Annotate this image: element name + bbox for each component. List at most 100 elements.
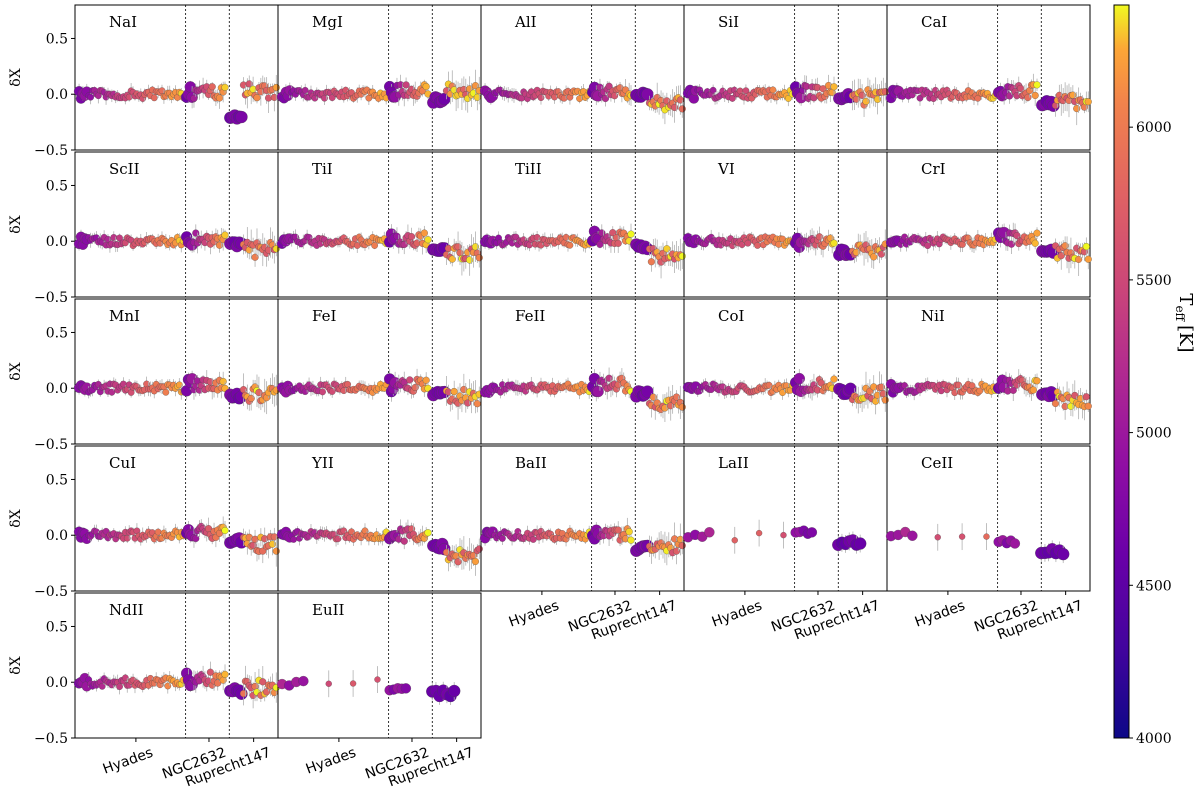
y-tick-label: −0.5 (34, 731, 68, 747)
data-point (374, 676, 381, 683)
data-point (422, 376, 430, 384)
cluster-label: Hyades (304, 745, 359, 778)
y-tick-label: −0.5 (34, 290, 68, 306)
panel-frame (683, 4, 888, 151)
panel-nii: NiI (885, 298, 1092, 445)
data-point (1033, 229, 1041, 237)
data-point (1007, 240, 1015, 248)
data-point (473, 400, 481, 408)
data-point (671, 103, 679, 112)
data-point (150, 94, 158, 102)
panel-title: TiII (515, 160, 542, 178)
data-point (208, 83, 216, 91)
data-point (270, 533, 278, 541)
panel-title: CoI (718, 307, 745, 325)
data-point (605, 374, 613, 382)
data-point (924, 242, 932, 249)
data-point (422, 83, 430, 91)
data-point (192, 229, 200, 237)
panel-frame (886, 4, 1091, 151)
data-point (815, 233, 823, 241)
data-point (116, 234, 123, 242)
data-point (614, 239, 622, 247)
data-point (678, 252, 686, 260)
y-tick-label: 0.5 (46, 619, 68, 635)
data-point (744, 239, 752, 247)
data-point (854, 537, 867, 550)
data-point (325, 680, 332, 687)
panel-scii: ScII −0.5 0.0 0.5 δX (8, 151, 280, 306)
panel-title: MgI (312, 13, 343, 31)
data-point (466, 256, 474, 264)
panel-frame (277, 445, 482, 592)
cluster-label: Hyades (710, 598, 765, 631)
data-point (663, 245, 671, 253)
y-tick-label: −0.5 (34, 437, 68, 453)
data-point (98, 682, 106, 690)
data-point (729, 95, 736, 102)
data-point (1067, 402, 1075, 410)
data-point (257, 88, 265, 96)
y-axis-label: δX (8, 362, 24, 380)
y-tick-label: 0.5 (46, 472, 68, 488)
panel-title: SiI (718, 13, 739, 31)
data-point (852, 248, 860, 256)
data-point (239, 81, 248, 89)
data-point (1082, 243, 1090, 251)
colorbar-label: Teff[K] (1173, 293, 1196, 352)
colorbar: Teff[K] 4000 4500 5000 5500 6000 (1113, 4, 1196, 747)
data-point (221, 526, 229, 535)
data-point (270, 93, 278, 101)
panel-title: BaII (515, 454, 547, 472)
data-point (877, 250, 885, 258)
panel-frame (886, 445, 1091, 592)
data-point (253, 94, 261, 102)
y-tick-label: 0.0 (46, 528, 68, 544)
data-point (1084, 98, 1092, 106)
data-point (879, 390, 887, 398)
data-point (983, 533, 990, 540)
panel-title: CeII (921, 454, 953, 472)
data-point (456, 249, 464, 257)
y-axis-label: δX (8, 215, 24, 233)
panel-frame (74, 445, 279, 592)
data-point (627, 230, 635, 238)
panel-frame (74, 592, 279, 739)
data-point (830, 239, 838, 247)
data-point (1033, 81, 1041, 89)
panel-vi: VI (682, 151, 889, 298)
data-point (219, 377, 227, 386)
y-axis-label: δX (8, 509, 24, 527)
data-point (709, 86, 717, 94)
data-point (755, 529, 763, 537)
data-point (529, 536, 537, 543)
data-point (319, 388, 326, 396)
panel-mni: MnI −0.5 0.0 0.5 δX (8, 298, 280, 453)
data-point (298, 675, 309, 687)
panel-title: LaII (718, 454, 749, 472)
data-point (268, 540, 276, 548)
panel-frame (480, 445, 685, 592)
data-point (858, 91, 866, 99)
panel-title: NiI (921, 307, 945, 325)
cluster-label: Hyades (507, 598, 562, 631)
panel-title: CuI (109, 454, 136, 472)
data-point (731, 537, 738, 544)
data-point (1031, 91, 1039, 99)
y-tick-label: 0.5 (46, 31, 68, 47)
data-point (1069, 91, 1077, 99)
data-point (806, 527, 818, 538)
data-point (499, 535, 506, 542)
data-point (742, 87, 750, 95)
data-point (239, 690, 248, 698)
data-point (221, 670, 229, 678)
panel-cri: CrI (885, 151, 1092, 298)
panel-frame (683, 298, 888, 445)
data-point (247, 394, 255, 402)
panel-frame (683, 445, 888, 592)
panel-ali: AlI (479, 4, 686, 151)
